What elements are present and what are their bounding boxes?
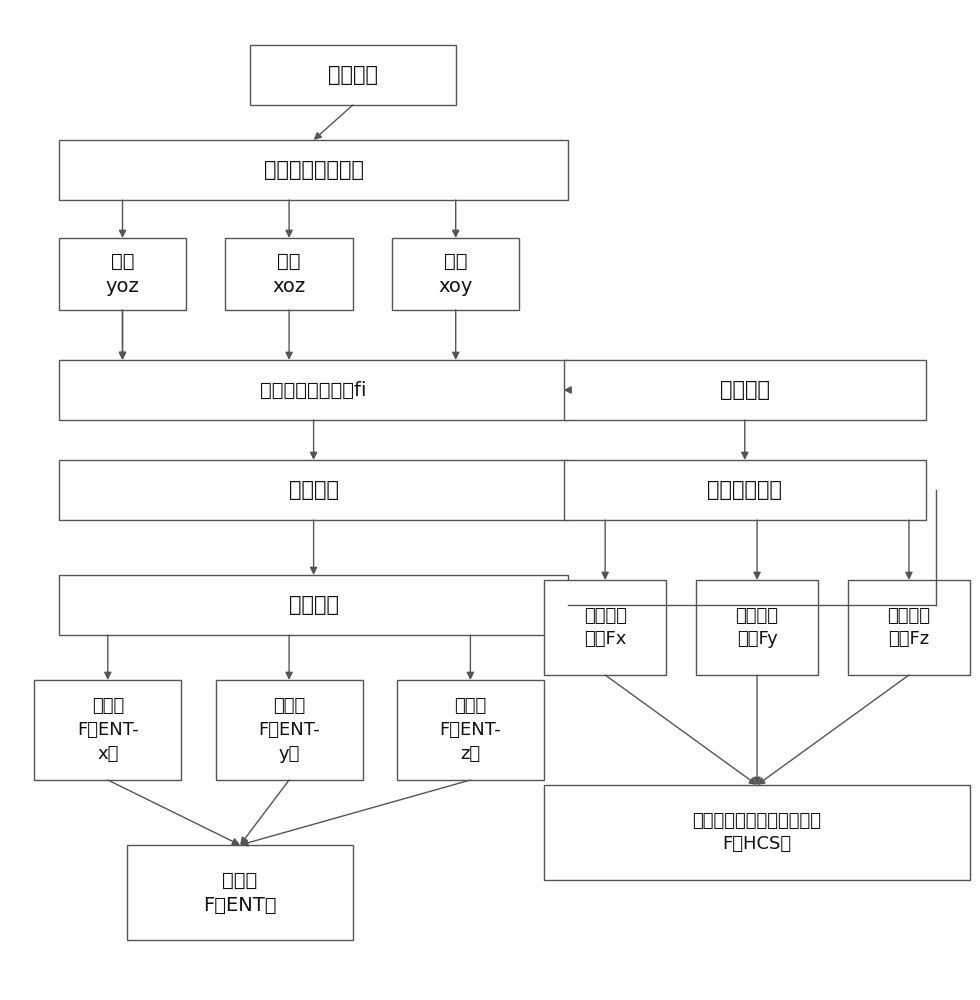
Text: 方向
xoy: 方向 xoy bbox=[438, 252, 473, 296]
FancyBboxPatch shape bbox=[696, 580, 818, 675]
FancyBboxPatch shape bbox=[250, 45, 456, 105]
Text: 压缩感知
特征Fx: 压缩感知 特征Fx bbox=[584, 607, 626, 648]
FancyBboxPatch shape bbox=[397, 680, 544, 780]
FancyBboxPatch shape bbox=[59, 360, 568, 420]
FancyBboxPatch shape bbox=[848, 580, 970, 675]
FancyBboxPatch shape bbox=[544, 580, 666, 675]
Text: 空间分层压缩感知特征序列
F（HCS）: 空间分层压缩感知特征序列 F（HCS） bbox=[693, 812, 821, 853]
Text: 空间分层: 空间分层 bbox=[288, 480, 339, 500]
FancyBboxPatch shape bbox=[564, 460, 926, 520]
Text: 投影矩阵: 投影矩阵 bbox=[288, 595, 339, 615]
FancyBboxPatch shape bbox=[225, 238, 353, 310]
Text: 设计等高变换函数fi: 设计等高变换函数fi bbox=[261, 380, 367, 399]
FancyBboxPatch shape bbox=[544, 785, 970, 880]
FancyBboxPatch shape bbox=[34, 680, 181, 780]
Text: 方向
xoz: 方向 xoz bbox=[272, 252, 306, 296]
FancyBboxPatch shape bbox=[392, 238, 519, 310]
Text: 二维压缩感知: 二维压缩感知 bbox=[708, 480, 782, 500]
Text: 输入模型: 输入模型 bbox=[327, 65, 378, 85]
FancyBboxPatch shape bbox=[216, 680, 363, 780]
FancyBboxPatch shape bbox=[59, 140, 568, 200]
FancyBboxPatch shape bbox=[564, 360, 926, 420]
Text: 方向
yoz: 方向 yoz bbox=[106, 252, 139, 296]
Text: 压缩感知
特征Fz: 压缩感知 特征Fz bbox=[888, 607, 930, 648]
FancyBboxPatch shape bbox=[127, 845, 353, 940]
Text: 熵序列
F（ENT-
y）: 熵序列 F（ENT- y） bbox=[258, 697, 320, 763]
FancyBboxPatch shape bbox=[59, 238, 186, 310]
Text: 熵序列
F（ENT-
z）: 熵序列 F（ENT- z） bbox=[439, 697, 502, 763]
Text: 稀疏变换: 稀疏变换 bbox=[719, 380, 770, 400]
Text: 熵序列
F（ENT）: 熵序列 F（ENT） bbox=[204, 870, 276, 914]
Text: 熵序列
F（ENT-
x）: 熵序列 F（ENT- x） bbox=[76, 697, 139, 763]
FancyBboxPatch shape bbox=[59, 575, 568, 635]
Text: 压缩感知
特征Fy: 压缩感知 特征Fy bbox=[736, 607, 778, 648]
Text: 模型体素化预处理: 模型体素化预处理 bbox=[264, 160, 364, 180]
FancyBboxPatch shape bbox=[59, 460, 568, 520]
